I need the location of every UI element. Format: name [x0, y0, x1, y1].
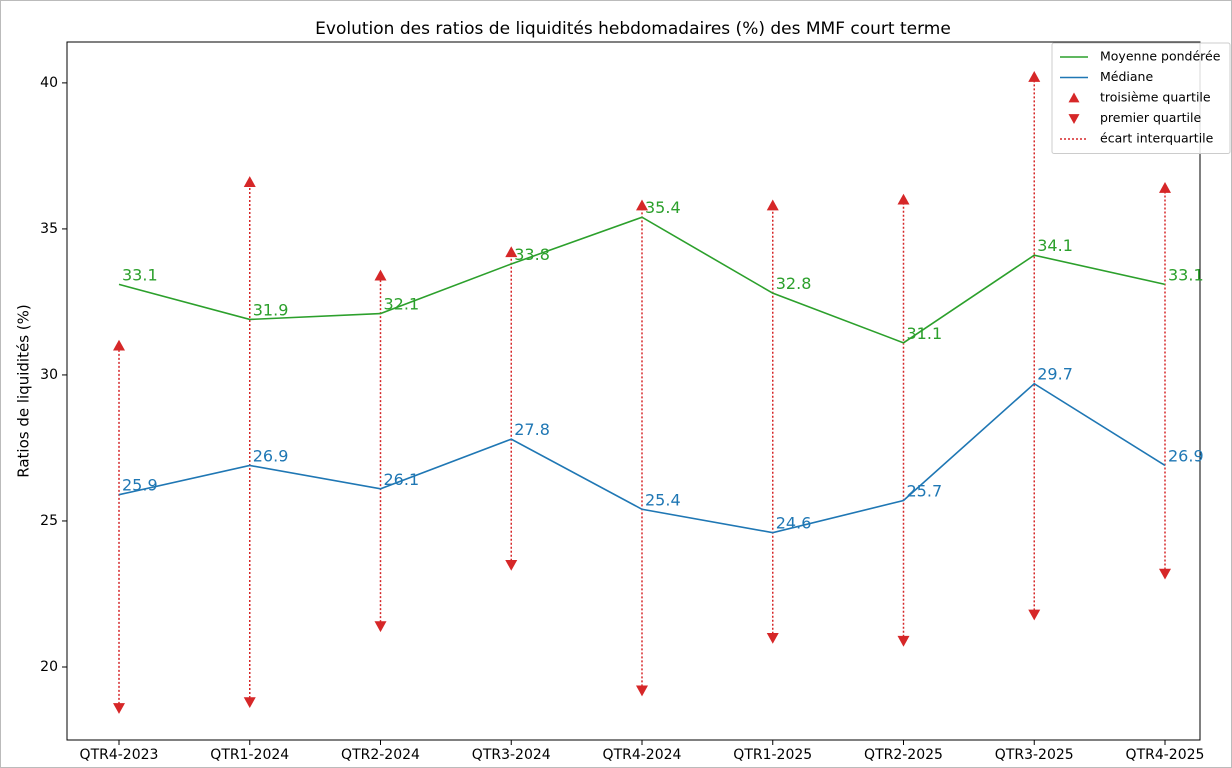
- data-label: 29.7: [1037, 365, 1073, 384]
- legend-label: premier quartile: [1100, 110, 1201, 125]
- chart-title: Evolution des ratios de liquidités hebdo…: [315, 19, 951, 39]
- x-tick-label: QTR2-2025: [864, 747, 943, 763]
- x-tick-label: QTR4-2024: [603, 747, 682, 763]
- marker-up: [374, 269, 387, 281]
- x-tick-label: QTR3-2025: [995, 747, 1074, 763]
- data-label: 35.4: [645, 198, 681, 217]
- data-label: 26.9: [253, 446, 289, 465]
- data-label: 25.7: [907, 482, 943, 501]
- x-tick-label: QTR4-2023: [80, 747, 159, 763]
- marker-up: [897, 193, 910, 205]
- y-axis-label: Ratios de liquidités (%): [15, 304, 33, 477]
- y-tick-label: 20: [40, 659, 58, 675]
- marker-up: [766, 199, 779, 211]
- data-label: 27.8: [514, 420, 550, 439]
- legend-swatch: [1068, 114, 1080, 124]
- series-line: [118, 216, 1166, 344]
- data-label: 25.9: [122, 476, 158, 495]
- data-label: 24.6: [776, 514, 812, 533]
- marker-up: [243, 176, 256, 187]
- data-label: 26.1: [384, 470, 420, 489]
- x-tick-label: QTR4-2025: [1126, 747, 1205, 763]
- marker-down: [243, 697, 256, 709]
- marker-down: [1159, 568, 1171, 580]
- y-tick-label: 40: [40, 75, 58, 91]
- data-label: 25.4: [645, 490, 681, 509]
- marker-down: [766, 632, 779, 644]
- plot-area: [66, 41, 1201, 741]
- data-label: 26.9: [1168, 446, 1204, 465]
- x-tick-label: QTR2-2024: [341, 747, 420, 763]
- y-tick-label: 35: [40, 221, 58, 237]
- data-label: 33.1: [1168, 265, 1204, 284]
- data-label: 31.9: [253, 300, 289, 319]
- legend-label: troisième quartile: [1100, 90, 1211, 105]
- y-tick-label: 25: [40, 513, 58, 529]
- series-line: [118, 382, 1166, 534]
- legend-label: Médiane: [1100, 69, 1153, 84]
- marker-down: [505, 559, 518, 571]
- data-label: 32.1: [384, 295, 420, 314]
- marker-down: [897, 635, 910, 647]
- marker-up: [113, 339, 125, 351]
- marker-up: [1159, 182, 1171, 193]
- marker-up: [1028, 71, 1041, 82]
- x-tick-label: QTR1-2024: [210, 747, 289, 763]
- legend-swatch: [1068, 92, 1080, 103]
- marker-down: [374, 621, 387, 633]
- x-tick-label: QTR1-2025: [733, 747, 812, 763]
- legend-box: [1051, 42, 1231, 154]
- legend-label: Moyenne pondérée: [1100, 49, 1221, 64]
- legend-label: écart interquartile: [1100, 131, 1214, 146]
- marker-up: [505, 246, 518, 258]
- y-tick-label: 30: [40, 367, 58, 383]
- data-label: 33.8: [514, 245, 550, 264]
- data-label: 34.1: [1037, 236, 1073, 255]
- x-tick-label: QTR3-2024: [472, 747, 551, 763]
- marker-down: [1028, 609, 1041, 621]
- marker-up: [636, 199, 648, 211]
- data-label: 33.1: [122, 265, 158, 284]
- marker-down: [113, 703, 125, 714]
- marker-down: [636, 685, 648, 697]
- data-label: 31.1: [907, 324, 943, 343]
- data-label: 32.8: [776, 274, 812, 293]
